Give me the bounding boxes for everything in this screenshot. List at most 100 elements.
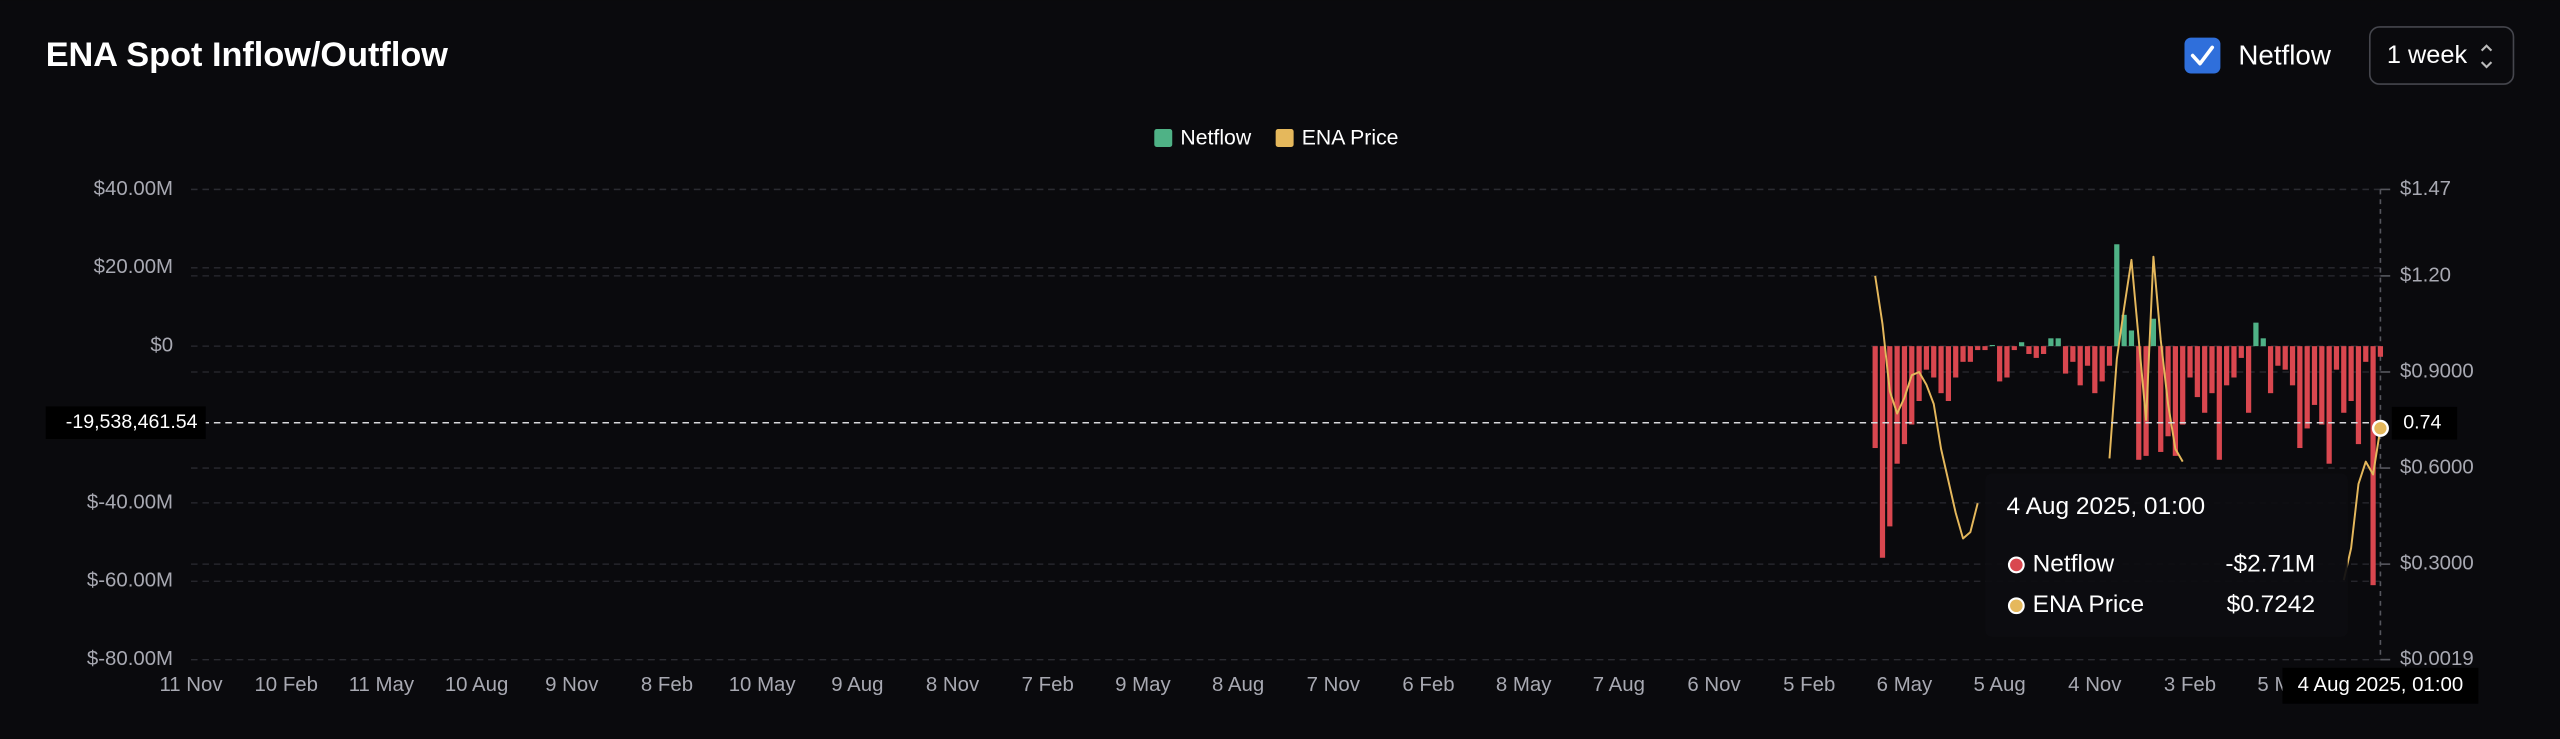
x-tick-label: 9 May	[1115, 674, 1171, 696]
bar	[1879, 346, 1886, 558]
bar	[2202, 346, 2208, 413]
bar	[2165, 346, 2171, 437]
chevron-down	[2480, 61, 2493, 69]
x-tick-label: 4 Nov	[2068, 674, 2122, 696]
overlay: -19,538,461.54 0.744 Aug 2025, 01:004 Aug…	[45, 406, 2479, 704]
bar	[2289, 346, 2296, 386]
bar	[2055, 338, 2061, 347]
checkbox[interactable]	[2184, 37, 2221, 74]
x-tick-label: 3 Feb	[2164, 674, 2216, 696]
tooltip-name: ENA Price	[2033, 591, 2145, 618]
bar	[2363, 346, 2369, 362]
bar	[2099, 346, 2105, 382]
bar	[2004, 346, 2010, 378]
bar	[2238, 346, 2244, 358]
x-tick-label: 10 Feb	[254, 674, 317, 696]
price-line	[1874, 255, 2382, 581]
bar	[1997, 346, 2003, 382]
bar	[2253, 322, 2259, 347]
bar	[2187, 346, 2193, 378]
y2-tick-label: $0.6000	[2400, 456, 2474, 478]
bar	[2260, 338, 2266, 347]
x-tick-label: 11 Nov	[159, 674, 223, 696]
bar	[2355, 346, 2362, 445]
bar	[2194, 346, 2200, 398]
crosshair-x-label: 4 Aug 2025, 01:00	[2298, 674, 2464, 696]
legend: Netflow ENA Price	[1154, 126, 1398, 149]
select-value[interactable]: 1 week	[2387, 41, 2468, 69]
legend-swatch	[1275, 129, 1294, 147]
bar	[1931, 346, 1937, 378]
x-tick-label: 7 Nov	[1307, 674, 1361, 696]
legend-swatch	[1154, 129, 1173, 147]
bar	[2018, 342, 2025, 347]
bar	[1909, 346, 1915, 425]
bar	[2224, 346, 2230, 386]
tooltip-name: Netflow	[2033, 550, 2115, 577]
bar	[1887, 346, 1893, 527]
y-tick-label: $-40.00M	[87, 491, 173, 513]
bar	[2209, 346, 2215, 394]
bar	[2341, 346, 2347, 413]
bar	[1975, 346, 1981, 351]
bar	[2077, 346, 2083, 386]
y2-tick-label: $1.47	[2400, 178, 2451, 200]
bar	[1938, 346, 1944, 394]
bar	[2311, 346, 2318, 405]
bar	[2040, 346, 2047, 354]
tooltip-dot	[2007, 597, 2025, 615]
bar	[2216, 346, 2222, 460]
bar	[2114, 244, 2120, 347]
x-tick-label: 7 Feb	[1022, 674, 1074, 696]
bar	[1960, 346, 1966, 362]
x-tick-label: 9 Nov	[545, 674, 599, 696]
y-tick-label: $-60.00M	[87, 570, 173, 592]
chevron-up	[2480, 44, 2493, 52]
bar	[2026, 346, 2032, 354]
bar	[2333, 346, 2340, 370]
bar	[2048, 338, 2054, 347]
tooltip-dot	[2007, 556, 2025, 574]
checkbox-label[interactable]: Netflow	[2238, 40, 2331, 71]
bar	[2377, 346, 2384, 357]
bar	[2282, 346, 2288, 370]
y-tick-label: $20.00M	[94, 256, 173, 278]
x-tick-label: 10 Aug	[445, 674, 509, 696]
bar	[1872, 346, 1878, 449]
bar	[1953, 346, 1959, 378]
bar	[2070, 346, 2076, 362]
bar	[1989, 344, 1995, 347]
bar	[2136, 346, 2142, 460]
bar	[2267, 346, 2274, 394]
y-tick-label: $-80.00M	[87, 648, 173, 670]
bar	[2319, 346, 2325, 425]
bar	[2011, 346, 2017, 351]
chart-title: ENA Spot Inflow/Outflow	[46, 36, 449, 74]
x-tick-label: 11 May	[349, 674, 415, 696]
x-tick-label: 8 Aug	[1212, 674, 1264, 696]
y2-tick-label: $0.3000	[2400, 553, 2474, 575]
bar	[2304, 346, 2310, 429]
crosshair-x-label-box	[2282, 667, 2479, 704]
hover-point	[2371, 419, 2389, 437]
tooltip: 4 Aug 2025, 01:00 Netflow -$2.71M ENA Price…	[1985, 473, 2348, 637]
select-box[interactable]	[2368, 26, 2515, 85]
tooltip-value: -$2.71M	[2225, 550, 2315, 577]
y2-tick-label: $1.20	[2400, 264, 2451, 286]
bar	[2121, 314, 2127, 347]
bar	[2297, 346, 2303, 449]
interval-select[interactable]: 1 week	[2368, 26, 2515, 85]
netflow-toggle[interactable]: Netflow	[2184, 37, 2332, 74]
bar	[1894, 346, 1900, 464]
y-tick-label: $0	[150, 335, 173, 357]
plot: $-80.00M $-60.00M $-40.00M $0 $20.00M $40.00M…	[87, 126, 2474, 696]
bar	[2158, 346, 2164, 452]
tooltip-box	[1985, 473, 2348, 637]
x-tick-label: 5 Aug	[1974, 674, 2026, 696]
bar	[2062, 346, 2069, 374]
bar	[2245, 346, 2252, 413]
y2-tick-label: $0.9000	[2400, 360, 2474, 382]
legend-label: Netflow	[1180, 126, 1251, 149]
legend-label: ENA Price	[1302, 126, 1399, 149]
